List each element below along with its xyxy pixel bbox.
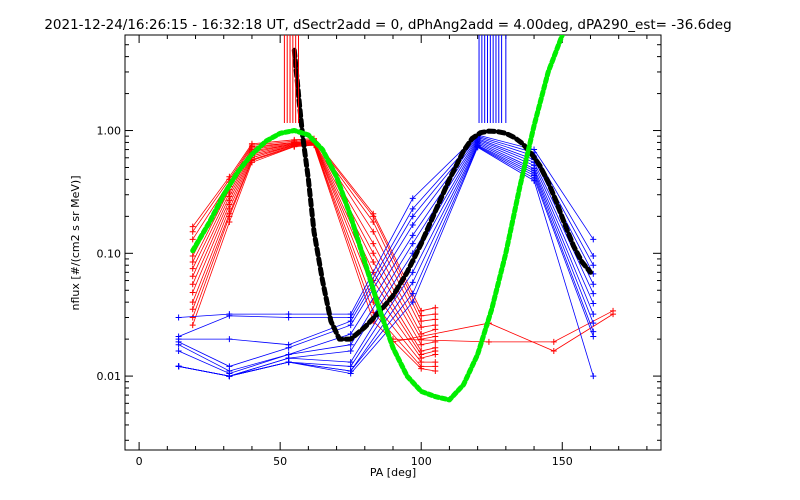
chart-title: 2021-12-24/16:26:15 - 16:32:18 UT, dSect… (44, 17, 731, 33)
red-data-point (189, 253, 196, 260)
y-axis-label: nflux [#/(cm2 s sr MeV)] (69, 176, 82, 311)
series-layer (175, 35, 617, 403)
red-data-point (550, 348, 557, 355)
blue-data-point (409, 240, 416, 247)
pa-marker-layer (283, 35, 507, 123)
blue-data-point (590, 262, 597, 269)
red-data-point (432, 368, 439, 375)
x-tick-label: 150 (552, 455, 573, 468)
blue-data-point (409, 195, 416, 202)
red-data-point (550, 338, 557, 345)
red-data-point (432, 326, 439, 333)
red-data-point (189, 322, 196, 329)
blue-data-point (590, 290, 597, 297)
blue-data-point (347, 370, 354, 377)
red-data-point (248, 159, 255, 166)
red-data-point (291, 143, 298, 150)
blue-data-point (531, 177, 538, 184)
blue-data-point (590, 253, 597, 260)
blue-data-point (590, 311, 597, 318)
red-data-point (189, 314, 196, 321)
red-data-point (418, 312, 425, 319)
blue-data-point (226, 336, 233, 343)
blue-data-point (347, 322, 354, 329)
blue-data-point (175, 363, 182, 370)
red-data-point (418, 365, 425, 372)
red-data-point (432, 351, 439, 358)
red-data-point (610, 311, 617, 318)
red-data-point (189, 223, 196, 230)
red-data-point (432, 333, 439, 340)
red-data-point (189, 281, 196, 288)
blue-data-point (590, 373, 597, 380)
red-data-point (189, 258, 196, 265)
red-data-point (418, 336, 425, 343)
red-data-point (189, 236, 196, 243)
blue-data-point (409, 213, 416, 220)
red-sweep-line (392, 310, 614, 343)
y-tick-label: 1.00 (97, 125, 122, 138)
red-data-point (370, 258, 377, 265)
blue-data-point (590, 281, 597, 288)
red-data-point (189, 289, 196, 296)
red-data-point (418, 318, 425, 325)
blue-data-point (347, 348, 354, 355)
blue-data-point (226, 373, 233, 380)
fit-curve-fit_green (190, 35, 565, 403)
blue-data-point (409, 290, 416, 297)
blue-data-point (175, 314, 182, 321)
x-axis-label: PA [deg] (370, 466, 416, 479)
red-data-point (226, 218, 233, 225)
y-tick-label: 0.10 (97, 247, 122, 260)
red-data-point (189, 299, 196, 306)
blue-sweep-line (178, 136, 594, 346)
blue-data-point (590, 236, 597, 243)
blue-data-point (285, 359, 292, 366)
blue-data-point (175, 348, 182, 355)
x-tick-label: 100 (411, 455, 432, 468)
red-data-point (370, 228, 377, 235)
red-data-point (432, 304, 439, 311)
red-sweep-line (392, 313, 614, 352)
blue-data-point (474, 144, 481, 151)
blue-data-point (409, 269, 416, 276)
red-data-point (189, 273, 196, 280)
blue-data-point (285, 314, 292, 321)
red-data-point (370, 218, 377, 225)
blue-sweep-line (178, 135, 594, 337)
x-tick-label: 50 (273, 455, 287, 468)
red-data-point (485, 338, 492, 345)
x-tick-label: 0 (136, 455, 143, 468)
blue-data-point (409, 232, 416, 239)
blue-data-point (285, 344, 292, 351)
red-data-point (432, 311, 439, 318)
red-data-point (189, 228, 196, 235)
fit-curve-fit_black (291, 47, 593, 342)
blue-data-point (226, 312, 233, 319)
red-data-point (189, 306, 196, 313)
blue-data-point (409, 299, 416, 306)
red-data-point (432, 338, 439, 345)
red-data-point (418, 341, 425, 348)
y-tick-label: 0.01 (97, 370, 122, 383)
blue-data-point (590, 333, 597, 340)
red-data-point (189, 265, 196, 272)
red-data-point (370, 250, 377, 257)
red-data-point (370, 213, 377, 220)
blue-data-point (175, 341, 182, 348)
red-data-point (370, 240, 377, 247)
blue-data-point (347, 341, 354, 348)
blue-data-point (409, 205, 416, 212)
blue-data-point (590, 300, 597, 307)
blue-data-point (409, 222, 416, 229)
red-data-point (418, 324, 425, 331)
red-data-point (432, 316, 439, 323)
blue-data-point (590, 320, 597, 327)
blue-data-point (409, 279, 416, 286)
